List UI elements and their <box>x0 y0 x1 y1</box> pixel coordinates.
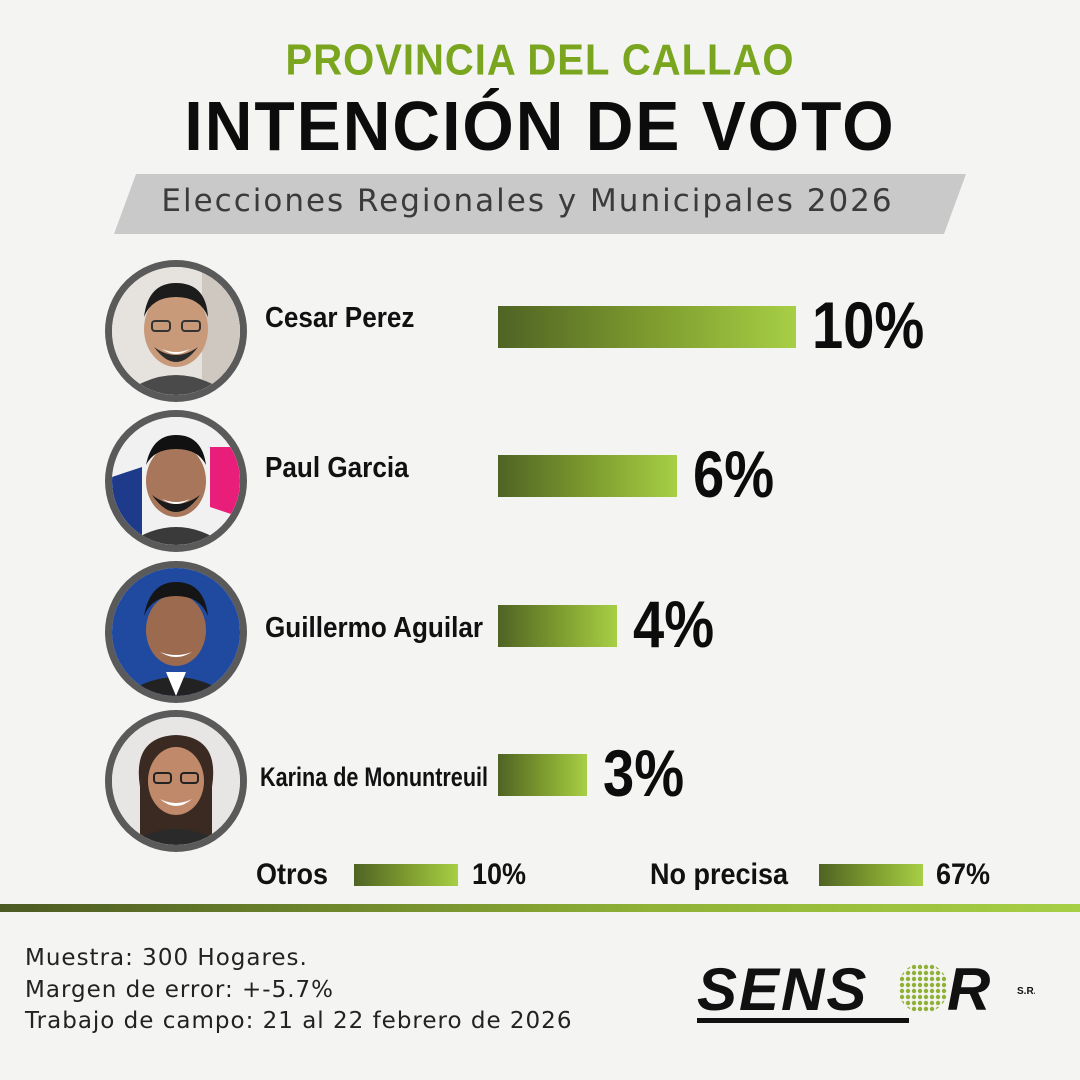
avatar-icon <box>112 568 240 696</box>
others-label: Otros <box>256 858 329 891</box>
subtitle-text: Elecciones Regionales y Municipales 2026 <box>161 183 894 219</box>
divider-line <box>0 904 1080 912</box>
fieldwork-note: Trabajo de campo: 21 al 22 febrero de 20… <box>25 1008 573 1034</box>
sensor-logo: SENS R S.R.L. <box>697 958 1035 1023</box>
bar-karina-de-monuntreuil <box>498 754 588 796</box>
candidate-name-3: Guillermo Aguilar <box>265 612 484 644</box>
candidate-name-1: Cesar Perez <box>265 302 415 334</box>
candidate-photo-4 <box>105 710 247 852</box>
value-label-karina-de-monuntreuil: 3% <box>603 736 685 810</box>
avatar-icon <box>112 417 240 545</box>
not-specified-value: 67% <box>936 858 991 891</box>
bar-paul-garcia <box>498 455 677 497</box>
candidate-name-4: Karina de Monuntreuil <box>260 762 489 792</box>
svg-text:R: R <box>947 958 990 1023</box>
bar-no-precisa <box>819 864 923 886</box>
candidate-photo-3 <box>105 561 247 703</box>
avatar-icon <box>112 267 240 395</box>
page-title: INTENCIÓN DE VOTO <box>184 87 896 165</box>
value-label-guillermo-aguilar: 4% <box>633 587 715 661</box>
margin-note: Margen de error: +-5.7% <box>25 977 335 1003</box>
value-label-paul-garcia: 6% <box>692 437 774 511</box>
svg-text:S.R.L.: S.R.L. <box>1017 986 1035 997</box>
bar-cesar-perez <box>498 306 796 348</box>
value-label-cesar-perez: 10% <box>812 288 925 362</box>
candidate-name-2: Paul Garcia <box>265 452 409 484</box>
svg-text:SENS: SENS <box>697 958 868 1023</box>
bar-otros <box>354 864 458 886</box>
sample-note: Muestra: 300 Hogares. <box>25 945 308 971</box>
candidate-photo-1 <box>105 260 247 402</box>
bar-guillermo-aguilar <box>498 605 618 647</box>
avatar-icon <box>112 717 240 845</box>
not-specified-label: No precisa <box>650 858 789 891</box>
subtitle-banner <box>114 174 966 234</box>
others-value: 10% <box>472 858 527 891</box>
candidate-photo-2 <box>105 410 247 552</box>
region-title: PROVINCIA DEL CALLAO <box>285 35 795 85</box>
